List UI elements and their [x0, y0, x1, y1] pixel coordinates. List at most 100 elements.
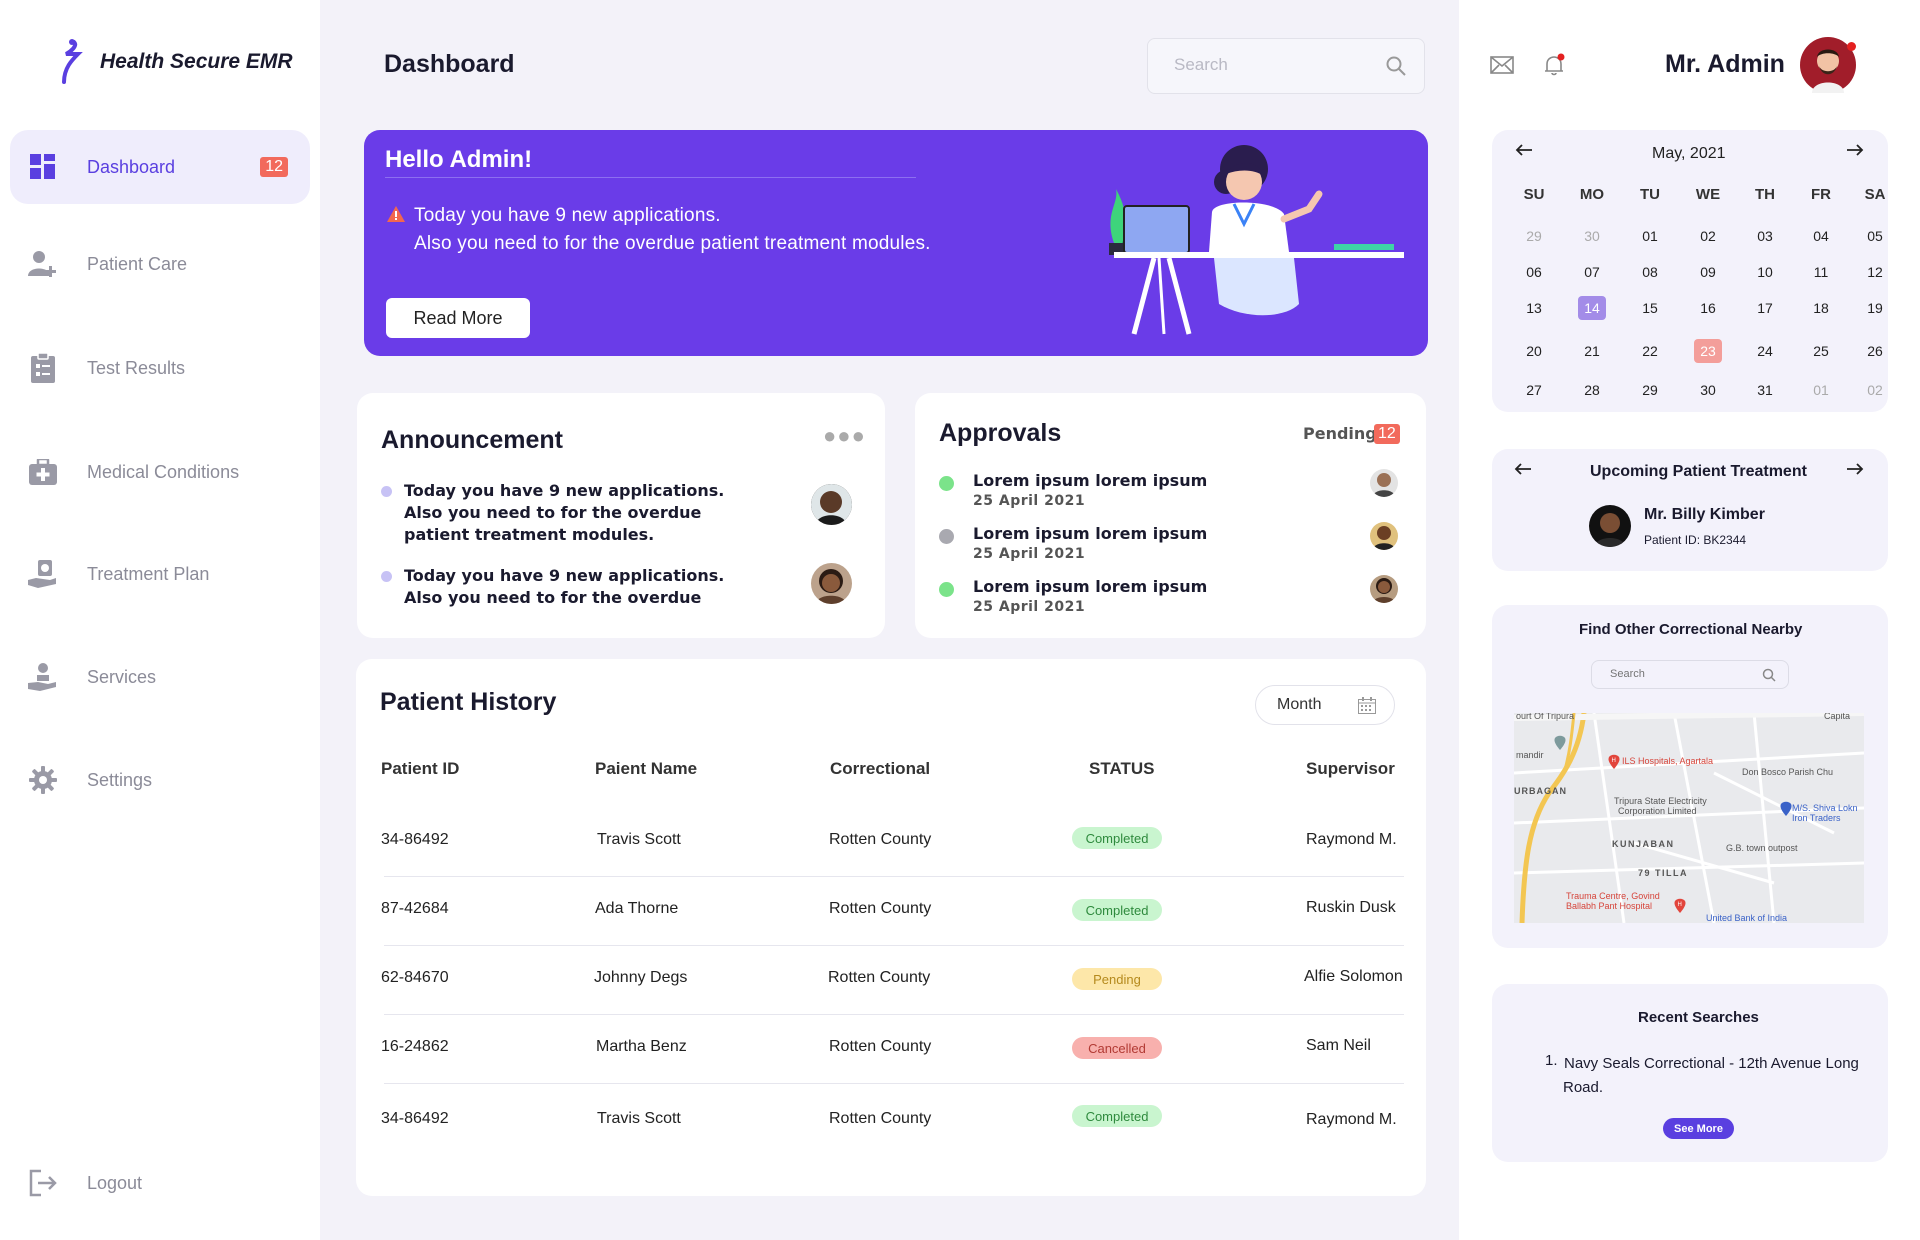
approval-title: Lorem ipsum lorem ipsum — [973, 471, 1208, 490]
calendar-prev-icon[interactable] — [1515, 143, 1533, 162]
calendar-day[interactable]: 12 — [1867, 264, 1883, 280]
calendar-day[interactable]: 30 — [1700, 382, 1716, 398]
announcement-item: Today you have 9 new applications. Also … — [381, 480, 851, 546]
sidebar-item-services[interactable]: Services — [10, 640, 310, 714]
cell-patient-id: 62-84670 — [381, 969, 449, 986]
calendar-day[interactable]: 29 — [1526, 228, 1542, 244]
calendar-day[interactable]: 16 — [1700, 300, 1716, 316]
upcoming-prev-icon[interactable] — [1514, 462, 1532, 481]
calendar-day[interactable]: 24 — [1757, 343, 1773, 359]
calendar-day[interactable]: 25 — [1813, 343, 1829, 359]
cell-patient-name[interactable]: Ada Thorne — [595, 900, 679, 917]
avatar — [1370, 575, 1398, 603]
logout-button[interactable]: Logout — [10, 1146, 310, 1220]
calendar-dow: SU — [1523, 186, 1545, 203]
calendar-day[interactable]: 10 — [1757, 264, 1773, 280]
user-avatar[interactable] — [1800, 37, 1856, 93]
map-label: mandir — [1516, 750, 1544, 760]
calendar-day[interactable]: 21 — [1584, 343, 1600, 359]
place-pin-icon[interactable] — [1780, 801, 1792, 819]
map-label: Trauma Centre, Govind — [1566, 891, 1660, 901]
sidebar-item-settings[interactable]: Settings — [10, 743, 310, 817]
calendar-day[interactable]: 22 — [1642, 343, 1658, 359]
calendar-day[interactable]: 13 — [1526, 300, 1542, 316]
calendar-day[interactable]: 02 — [1700, 228, 1716, 244]
approval-title: Lorem ipsum lorem ipsum — [973, 577, 1208, 596]
calendar-day[interactable]: 07 — [1584, 264, 1600, 280]
map-label: URBAGAN — [1514, 786, 1567, 796]
nearby-search-input[interactable] — [1610, 668, 1750, 680]
svg-text:H: H — [1678, 902, 1682, 908]
sidebar-item-test-results[interactable]: Test Results — [10, 331, 310, 405]
calendar-day[interactable]: 18 — [1813, 300, 1829, 316]
cell-patient-name[interactable]: Martha Benz — [596, 1038, 687, 1055]
calendar-day[interactable]: 01 — [1642, 228, 1658, 244]
status-badge: Pending — [1072, 968, 1162, 990]
sidebar-item-treatment-plan[interactable]: Treatment Plan — [10, 537, 310, 611]
upcoming-next-icon[interactable] — [1846, 462, 1864, 481]
app-logo[interactable]: Health Secure EMR — [58, 38, 293, 86]
calendar-day[interactable]: 28 — [1584, 382, 1600, 398]
bell-icon[interactable] — [1543, 53, 1567, 82]
calendar-day[interactable]: 14 — [1578, 296, 1606, 320]
recent-search-item[interactable]: Navy Seals Correctional - 12th Avenue Lo… — [1563, 1055, 1859, 1096]
approval-item[interactable]: Lorem ipsum lorem ipsum 25 April 2021 — [939, 524, 1409, 568]
calendar-day[interactable]: 03 — [1757, 228, 1773, 244]
place-pin-icon[interactable] — [1554, 735, 1566, 753]
mail-icon[interactable] — [1490, 56, 1514, 79]
cell-supervisor: Raymond M. — [1306, 831, 1397, 848]
row-divider — [384, 876, 1404, 877]
sidebar-item-medical-conditions[interactable]: Medical Conditions — [10, 435, 310, 509]
see-more-button[interactable]: See More — [1663, 1118, 1734, 1139]
calendar-day[interactable]: 20 — [1526, 343, 1542, 359]
avatar — [811, 563, 852, 604]
calendar-day[interactable]: 06 — [1526, 264, 1542, 280]
calendar-day[interactable]: 31 — [1757, 382, 1773, 398]
cell-correctional: Rotten County — [828, 969, 931, 986]
row-divider — [384, 945, 1404, 946]
calendar-day[interactable]: 05 — [1867, 228, 1883, 244]
calendar-day[interactable]: 23 — [1694, 339, 1722, 363]
cell-supervisor: Raymond M. — [1306, 1111, 1397, 1128]
cell-patient-name[interactable]: Travis Scott — [597, 1110, 681, 1127]
approval-item[interactable]: Lorem ipsum lorem ipsum 25 April 2021 — [939, 577, 1409, 621]
search-icon[interactable] — [1762, 668, 1776, 687]
welcome-message: Today you have 9 new applications. Also … — [414, 202, 931, 258]
calendar-day[interactable]: 09 — [1700, 264, 1716, 280]
more-icon[interactable]: ●●● — [823, 423, 866, 448]
cell-patient-name[interactable]: Johnny Degs — [594, 969, 688, 986]
approval-item[interactable]: Lorem ipsum lorem ipsum 25 April 2021 — [939, 471, 1409, 515]
calendar-day[interactable]: 15 — [1642, 300, 1658, 316]
calendar-day[interactable]: 01 — [1813, 382, 1829, 398]
patient-name[interactable]: Mr. Billy Kimber — [1644, 506, 1765, 523]
calendar-day[interactable]: 02 — [1867, 382, 1883, 398]
calendar-day[interactable]: 08 — [1642, 264, 1658, 280]
sidebar-item-dashboard[interactable]: Dashboard 12 — [10, 130, 310, 204]
hospital-pin-icon[interactable]: H — [1608, 754, 1620, 772]
user-plus-icon — [28, 249, 58, 279]
calendar-dow: WE — [1695, 186, 1721, 203]
bullet — [381, 571, 392, 582]
calendar-day[interactable]: 04 — [1813, 228, 1829, 244]
sidebar-item-patient-care[interactable]: Patient Care — [10, 227, 310, 301]
month-filter[interactable]: Month — [1255, 685, 1395, 725]
hospital-pin-icon[interactable]: H — [1674, 898, 1686, 916]
read-more-button[interactable]: Read More — [386, 298, 530, 338]
calendar-day[interactable]: 29 — [1642, 382, 1658, 398]
calendar-day[interactable]: 30 — [1584, 228, 1600, 244]
grid-icon — [28, 152, 58, 182]
calendar-day[interactable]: 17 — [1757, 300, 1773, 316]
search-input[interactable] — [1174, 55, 1374, 75]
calendar-day[interactable]: 26 — [1867, 343, 1883, 359]
user-name[interactable]: Mr. Admin — [1665, 50, 1785, 78]
calendar-next-icon[interactable] — [1846, 143, 1864, 162]
sidebar-item-label: Settings — [87, 769, 153, 790]
calendar-day[interactable]: 19 — [1867, 300, 1883, 316]
map-view[interactable]: ourt Of Tripura Capita mandir URBAGAN IL… — [1514, 713, 1864, 923]
map-roads — [1514, 713, 1864, 923]
cell-patient-name[interactable]: Travis Scott — [597, 831, 681, 848]
search-icon[interactable] — [1386, 56, 1406, 81]
cell-patient-id: 34-86492 — [381, 831, 449, 848]
calendar-day[interactable]: 11 — [1813, 264, 1829, 280]
calendar-day[interactable]: 27 — [1526, 382, 1542, 398]
